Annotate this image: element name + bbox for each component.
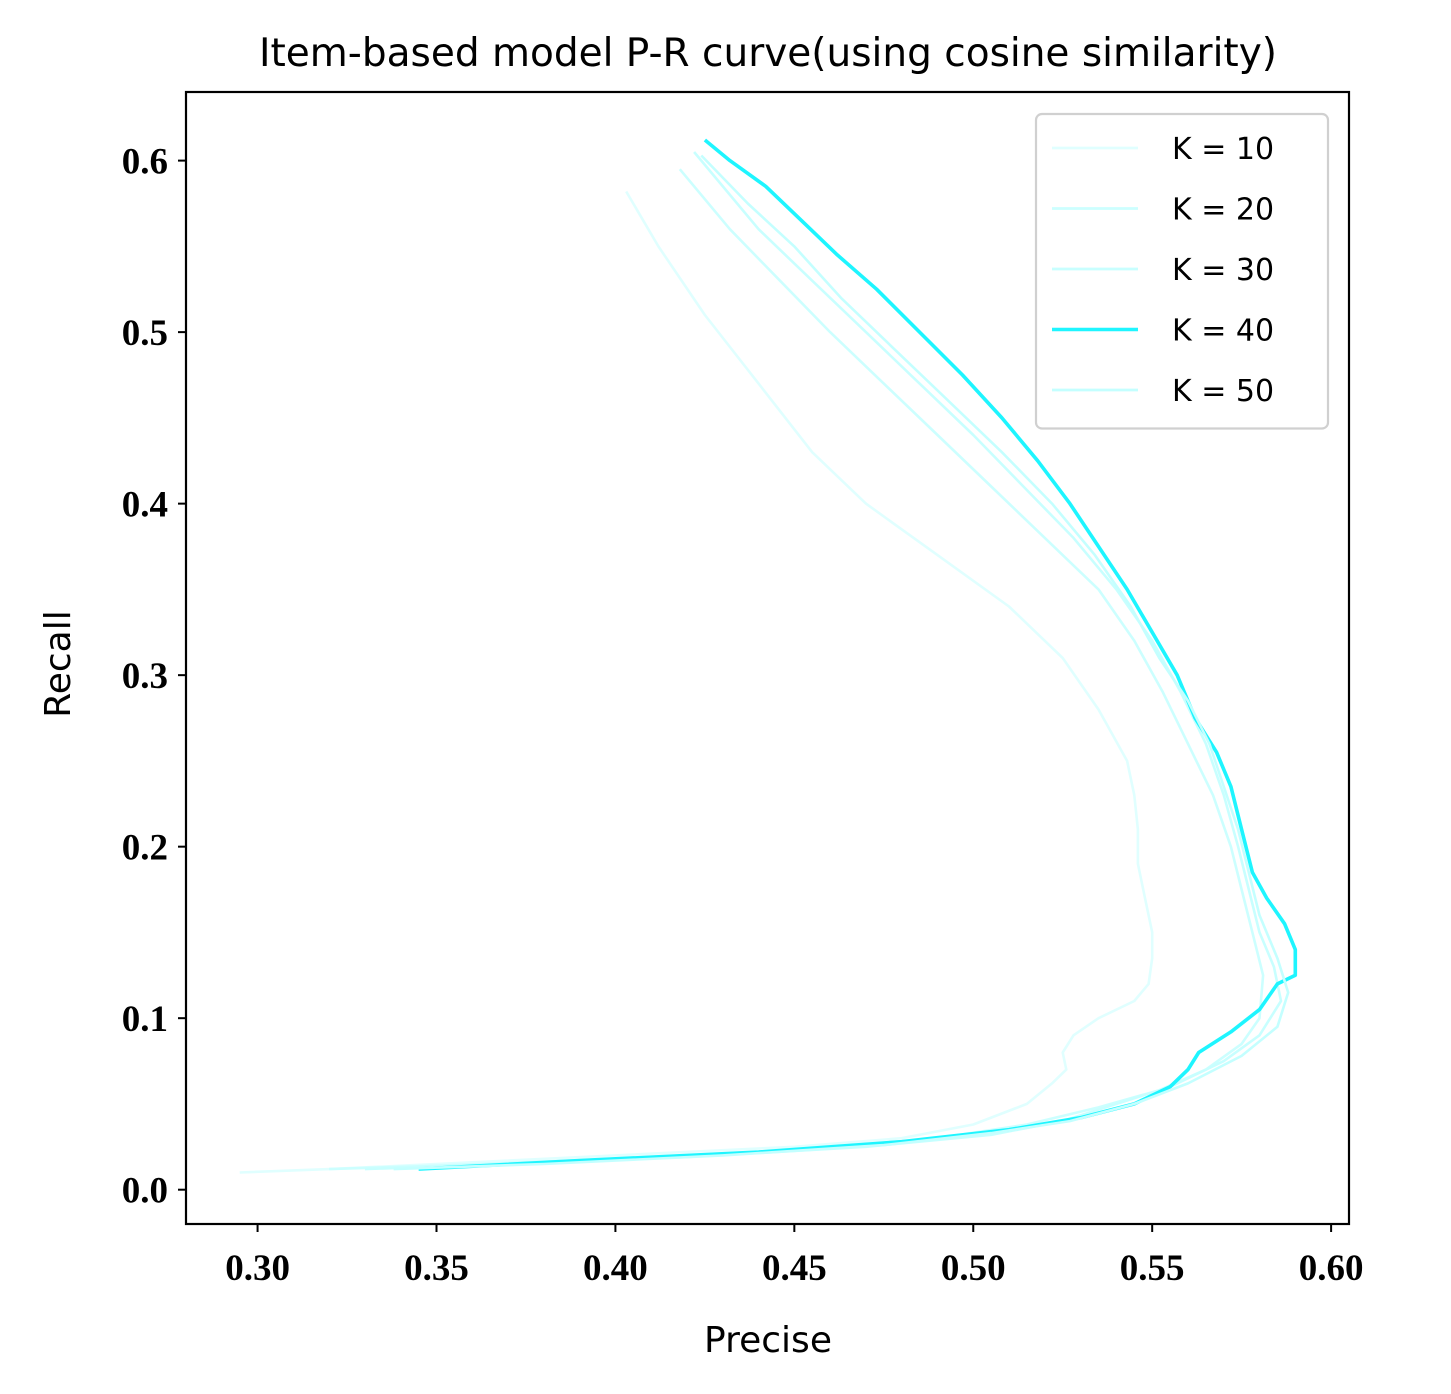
x-tick-label: 0.60 bbox=[1299, 1248, 1364, 1289]
plot-frame bbox=[184, 90, 1351, 1226]
x-tick-label: 0.30 bbox=[225, 1248, 290, 1289]
legend-label: K = 10 bbox=[1172, 132, 1274, 167]
x-tick-label: 0.45 bbox=[762, 1248, 827, 1289]
y-tick-label: 0.4 bbox=[122, 485, 168, 526]
y-tick-label: 0.1 bbox=[122, 999, 168, 1040]
y-tick-label: 0.0 bbox=[122, 1171, 168, 1212]
y-tick-label: 0.3 bbox=[122, 656, 168, 697]
plot-series bbox=[239, 138, 1298, 1174]
y-axis: 0.0 0.1 0.2 0.3 0.4 0.5 0.6 bbox=[122, 142, 186, 1212]
y-tick-label: 0.2 bbox=[122, 828, 168, 869]
x-axis: 0.30 0.35 0.40 0.45 0.50 0.55 0.60 bbox=[225, 1224, 1363, 1289]
x-tick-label: 0.40 bbox=[583, 1248, 648, 1289]
y-tick-label: 0.5 bbox=[122, 313, 168, 354]
y-axis-label: Recall bbox=[38, 610, 79, 717]
x-tick-label: 0.55 bbox=[1120, 1248, 1185, 1289]
legend-label: K = 30 bbox=[1172, 253, 1274, 288]
legend-label: K = 40 bbox=[1172, 314, 1274, 349]
series-line-1 bbox=[239, 190, 1154, 1174]
x-axis-label: Precise bbox=[704, 1320, 832, 1361]
legend: K = 10 K = 20 K = 30 K = 40 K = 50 bbox=[1034, 112, 1330, 430]
series-line-5 bbox=[393, 154, 1290, 1171]
x-tick-label: 0.50 bbox=[941, 1248, 1006, 1289]
y-tick-label: 0.6 bbox=[122, 142, 168, 183]
legend-label: K = 50 bbox=[1172, 374, 1274, 409]
chart-title: Item-based model P-R curve(using cosine … bbox=[259, 31, 1277, 76]
legend-box bbox=[1034, 112, 1330, 430]
x-tick-label: 0.35 bbox=[404, 1248, 469, 1289]
legend-label: K = 20 bbox=[1172, 193, 1274, 228]
